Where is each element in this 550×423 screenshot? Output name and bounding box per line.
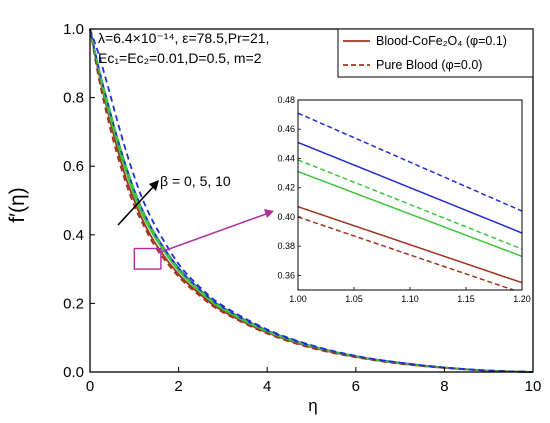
y-axis-title: f′(η) bbox=[6, 187, 29, 222]
x-tick-label: 4 bbox=[263, 378, 271, 395]
inset-y-tick-label: 0.46 bbox=[277, 124, 295, 134]
inset-curve-1 bbox=[298, 141, 522, 234]
x-axis-ticks: 0 2 4 6 8 10 bbox=[86, 367, 542, 395]
inset-x-axis-ticks: 1.00 1.05 1.10 1.15 1.20 bbox=[289, 287, 531, 304]
y-tick-label: 0.4 bbox=[63, 227, 84, 244]
x-tick-label: 8 bbox=[440, 378, 448, 395]
parameters-line-2: Ec₁=Ec₂=0.01,D=0.5, m=2 bbox=[98, 50, 262, 66]
inset-curve-4 bbox=[298, 205, 522, 284]
inset-y-tick-label: 0.44 bbox=[277, 153, 295, 163]
inset-curves bbox=[298, 112, 522, 290]
inset-y-tick-label: 0.36 bbox=[277, 270, 295, 280]
inset-x-tick-label: 1.10 bbox=[401, 294, 419, 304]
inset-x-tick-label: 1.15 bbox=[457, 294, 475, 304]
y-tick-label: 0.0 bbox=[63, 364, 84, 381]
curve-beta-0-phi-0 bbox=[89, 28, 534, 373]
y-tick-label: 1.0 bbox=[63, 21, 84, 38]
zoom-arrow-head bbox=[264, 209, 274, 218]
beta-arrow-label: β = 0, 5, 10 bbox=[160, 173, 231, 189]
y-tick-label: 0.2 bbox=[63, 295, 84, 312]
zoom-arrow-line bbox=[157, 213, 267, 254]
inset-y-axis-ticks: 0.36 0.38 0.40 0.42 0.44 0.46 0.48 bbox=[277, 95, 301, 280]
y-axis-ticks: 0.0 0.2 0.4 0.6 0.8 1.0 bbox=[63, 21, 95, 381]
parameters-line-1: λ=6.4×10⁻¹⁴, ε=78.5,Pr=21, bbox=[98, 30, 269, 46]
inset-y-tick-label: 0.38 bbox=[277, 241, 295, 251]
inset-curve-3 bbox=[298, 170, 522, 258]
beta-arrow-line bbox=[117, 185, 155, 226]
curve-beta-10-phi-0 bbox=[89, 28, 534, 373]
plot-frame bbox=[89, 28, 534, 373]
zoom-box bbox=[133, 247, 162, 270]
inset-y-tick-label: 0.42 bbox=[277, 183, 295, 193]
inset-x-tick-label: 1.20 bbox=[513, 294, 531, 304]
y-tick-label: 0.6 bbox=[63, 158, 84, 175]
y-tick-label: 0.8 bbox=[63, 90, 84, 107]
inset-x-tick-label: 1.05 bbox=[345, 294, 363, 304]
inset-y-tick-label: 0.40 bbox=[277, 212, 295, 222]
curve-beta-5-phi-0 bbox=[89, 28, 534, 373]
x-tick-label: 6 bbox=[352, 378, 360, 395]
inset-x-tick-label: 1.00 bbox=[289, 294, 307, 304]
beta-arrow bbox=[117, 180, 159, 226]
legend-label-pure-blood: Pure Blood (φ=0.0) bbox=[376, 58, 482, 72]
zoom-arrow bbox=[157, 209, 274, 254]
inset-y-tick-label: 0.48 bbox=[277, 95, 295, 105]
legend: Blood-CoFe₂O₄ (φ=0.1) Pure Blood (φ=0.0) bbox=[337, 28, 534, 78]
x-tick-label: 10 bbox=[525, 378, 542, 395]
legend-label-nanofluid: Blood-CoFe₂O₄ (φ=0.1) bbox=[376, 34, 507, 48]
legend-box bbox=[337, 28, 534, 78]
inset-curve-2 bbox=[298, 159, 522, 250]
main-curves bbox=[89, 28, 534, 373]
x-tick-label: 0 bbox=[86, 378, 94, 395]
beta-arrow-head bbox=[149, 180, 159, 191]
x-axis-title: η bbox=[308, 396, 317, 415]
x-tick-label: 2 bbox=[174, 378, 182, 395]
inset-curve-0 bbox=[298, 112, 522, 212]
